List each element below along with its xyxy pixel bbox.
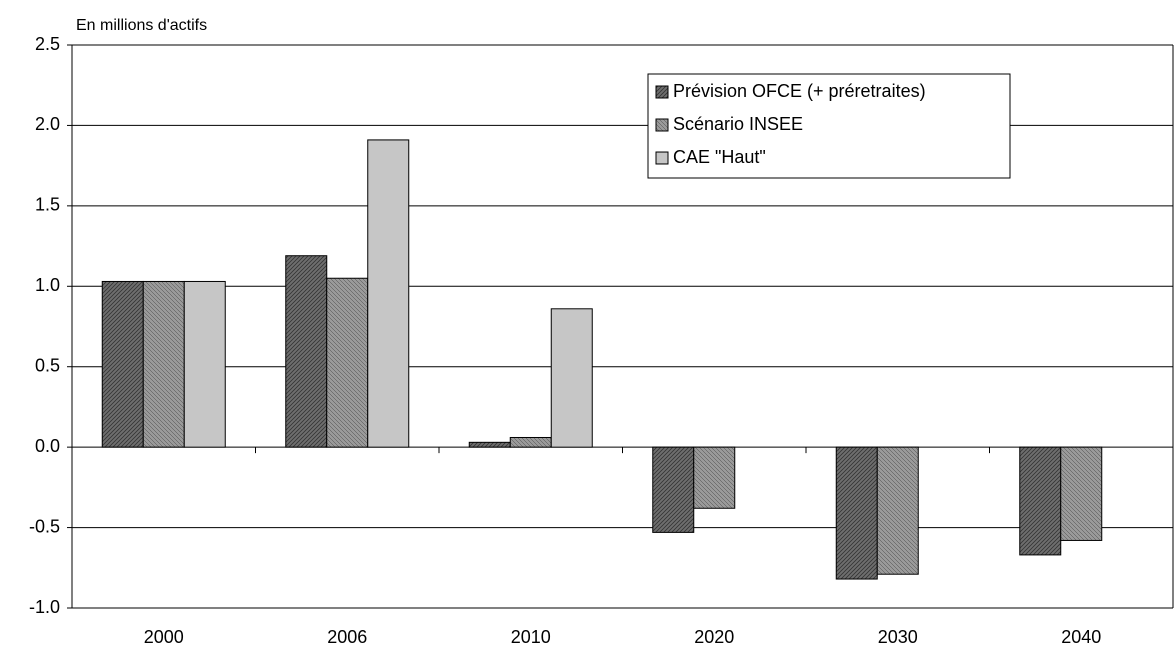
x-tick-label: 2010 [511,627,551,647]
y-tick-label: 1.5 [35,195,60,215]
bar [693,446,736,509]
x-tick-label: 2006 [327,627,367,647]
bar [652,446,695,533]
bar [101,280,144,448]
bar [1019,446,1062,556]
legend-label: Scénario INSEE [673,114,803,134]
x-tick-label: 2000 [144,627,184,647]
y-tick-label: 2.0 [35,114,60,134]
y-tick-label: -1.0 [29,597,60,617]
y-tick-label: 0.0 [35,436,60,456]
y-tick-label: -0.5 [29,516,60,536]
legend-box [647,73,1011,179]
bar [876,446,919,575]
bar [285,255,328,448]
x-tick-label: 2020 [694,627,734,647]
bar [835,446,878,580]
x-tick-label: 2030 [878,627,918,647]
y-tick-label: 2.5 [35,34,60,54]
bar [183,280,226,448]
y-axis-label: En millions d'actifs [76,17,207,34]
legend-swatch [655,85,669,99]
bar [509,436,552,448]
x-tick-label: 2040 [1061,627,1101,647]
bar [550,308,593,448]
bar [367,139,410,448]
bar [326,277,369,448]
y-tick-label: 0.5 [35,355,60,375]
bar [142,280,185,448]
bar [1060,446,1103,541]
legend-label: Prévision OFCE (+ préretraites) [673,81,926,101]
legend-label: CAE "Haut" [673,147,766,167]
legend-swatch [655,151,669,165]
bar [468,441,511,448]
legend-swatch [655,118,669,132]
y-tick-label: 1.0 [35,275,60,295]
